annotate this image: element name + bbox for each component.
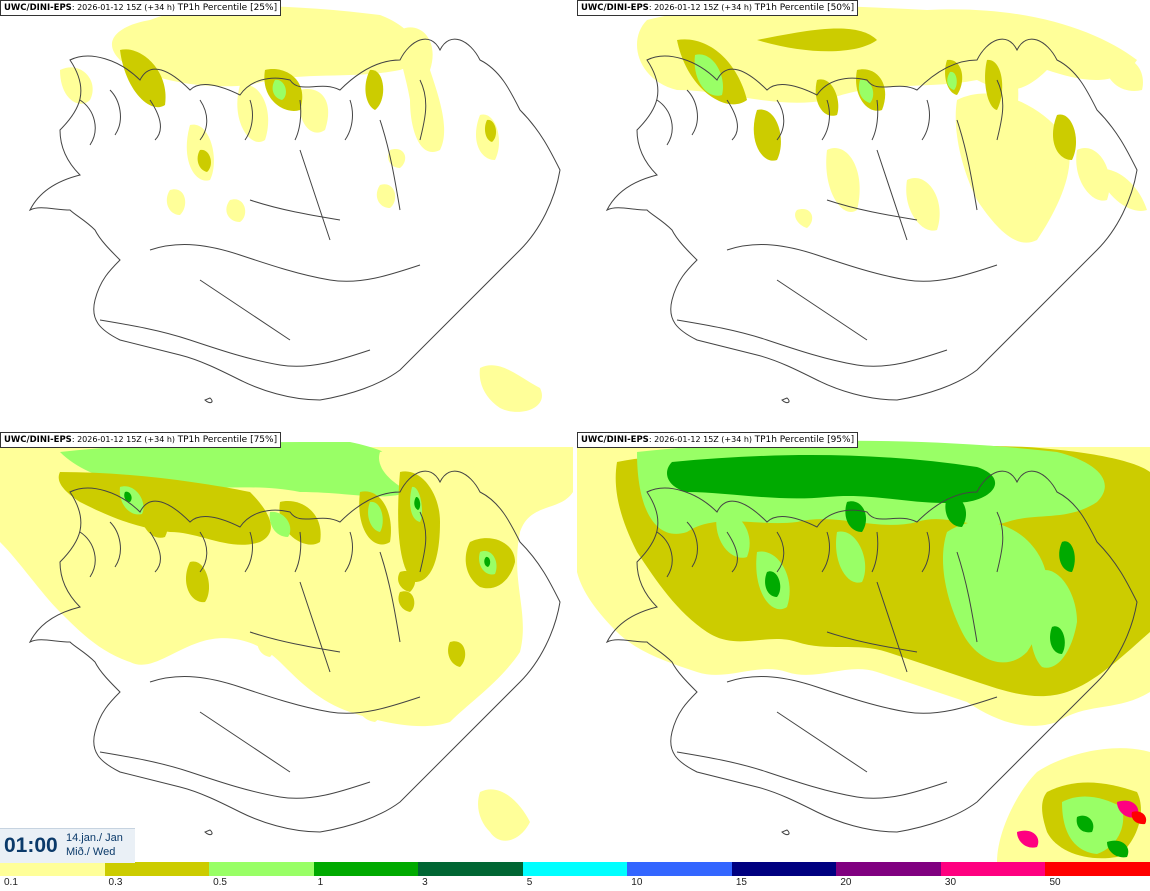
panel-title: UWC/DINI-EPS: 2026-01-12 15Z (+34 h) TP1… bbox=[577, 0, 859, 16]
field-label: TP1h Percentile [50%] bbox=[754, 3, 855, 13]
legend-tick-label: 0.1 bbox=[4, 877, 18, 888]
legend-swatch bbox=[731, 862, 837, 876]
precip-shading bbox=[637, 5, 1147, 243]
valid-date: 14.jan./ Jan bbox=[66, 832, 123, 844]
legend-swatch bbox=[1045, 862, 1150, 876]
legend-swatch bbox=[940, 862, 1046, 876]
field-label: TP1h Percentile [75%] bbox=[177, 435, 278, 445]
panel-divider bbox=[0, 430, 1150, 432]
legend-swatch bbox=[627, 862, 733, 876]
legend-tick-label: 30 bbox=[944, 877, 957, 888]
precip-map bbox=[605, 5, 1147, 404]
run-label: 2026-01-12 15Z (+34 h) bbox=[77, 3, 176, 12]
source-label: UWC/DINI-EPS bbox=[4, 435, 72, 445]
map-panel-p75: UWC/DINI-EPS: 2026-01-12 15Z (+34 h) TP1… bbox=[0, 432, 573, 862]
precip-map bbox=[0, 442, 573, 841]
panel-title: UWC/DINI-EPS: 2026-01-12 15Z (+34 h) TP1… bbox=[0, 0, 282, 16]
legend-tick-label: 3 bbox=[422, 877, 428, 888]
precip-shading bbox=[0, 442, 573, 841]
legend-tick-label: 15 bbox=[735, 877, 747, 888]
panel-title: UWC/DINI-EPS: 2026-01-12 15Z (+34 h) TP1… bbox=[577, 432, 859, 448]
map-panel-p25: UWC/DINI-EPS: 2026-01-12 15Z (+34 h) TP1… bbox=[0, 0, 573, 430]
legend-tick-label: 50 bbox=[1049, 877, 1061, 888]
legend-tick-label: 5 bbox=[526, 877, 533, 888]
legend-swatch bbox=[522, 862, 628, 876]
field-label: TP1h Percentile [95%] bbox=[754, 435, 855, 445]
source-label: UWC/DINI-EPS bbox=[4, 3, 72, 13]
color-legend: 0.1 0.3 0.5 1 3 5 10 15 20 30 50 bbox=[0, 862, 1150, 891]
coastline bbox=[28, 38, 561, 404]
coastline bbox=[28, 470, 561, 836]
legend-tick-label: 1 bbox=[317, 877, 324, 888]
legend-swatch bbox=[313, 862, 419, 876]
coastline bbox=[605, 470, 1138, 836]
precip-map bbox=[28, 6, 561, 412]
legend-tick-label: 0.3 bbox=[108, 877, 123, 888]
legend-swatch bbox=[209, 862, 315, 876]
legend-swatch bbox=[418, 862, 524, 876]
legend-tick-label: 20 bbox=[840, 877, 852, 888]
valid-time-box: 01:00 14.jan./ Jan Mið./ Wed bbox=[0, 828, 135, 863]
map-panel-p95: UWC/DINI-EPS: 2026-01-12 15Z (+34 h) TP1… bbox=[577, 432, 1150, 862]
precip-map bbox=[577, 440, 1150, 862]
field-label: TP1h Percentile [25%] bbox=[177, 3, 278, 13]
source-label: UWC/DINI-EPS bbox=[581, 435, 649, 445]
legend-swatch bbox=[0, 862, 106, 876]
valid-time: 01:00 bbox=[4, 834, 58, 857]
map-panel-p50: UWC/DINI-EPS: 2026-01-12 15Z (+34 h) TP1… bbox=[577, 0, 1150, 430]
valid-weekday: Mið./ Wed bbox=[66, 846, 116, 858]
legend-swatch bbox=[104, 862, 210, 876]
panel-title: UWC/DINI-EPS: 2026-01-12 15Z (+34 h) TP1… bbox=[0, 432, 282, 448]
run-label: 2026-01-12 15Z (+34 h) bbox=[654, 3, 753, 12]
legend-tick-label: 0.5 bbox=[213, 877, 227, 888]
legend-tick-label: 10 bbox=[631, 877, 643, 888]
run-label: 2026-01-12 15Z (+34 h) bbox=[77, 435, 176, 444]
coastline bbox=[605, 38, 1138, 404]
source-label: UWC/DINI-EPS bbox=[581, 3, 649, 13]
legend-swatch bbox=[836, 862, 942, 876]
precip-shading bbox=[60, 6, 542, 412]
precip-shading bbox=[577, 440, 1150, 862]
run-label: 2026-01-12 15Z (+34 h) bbox=[654, 435, 753, 444]
